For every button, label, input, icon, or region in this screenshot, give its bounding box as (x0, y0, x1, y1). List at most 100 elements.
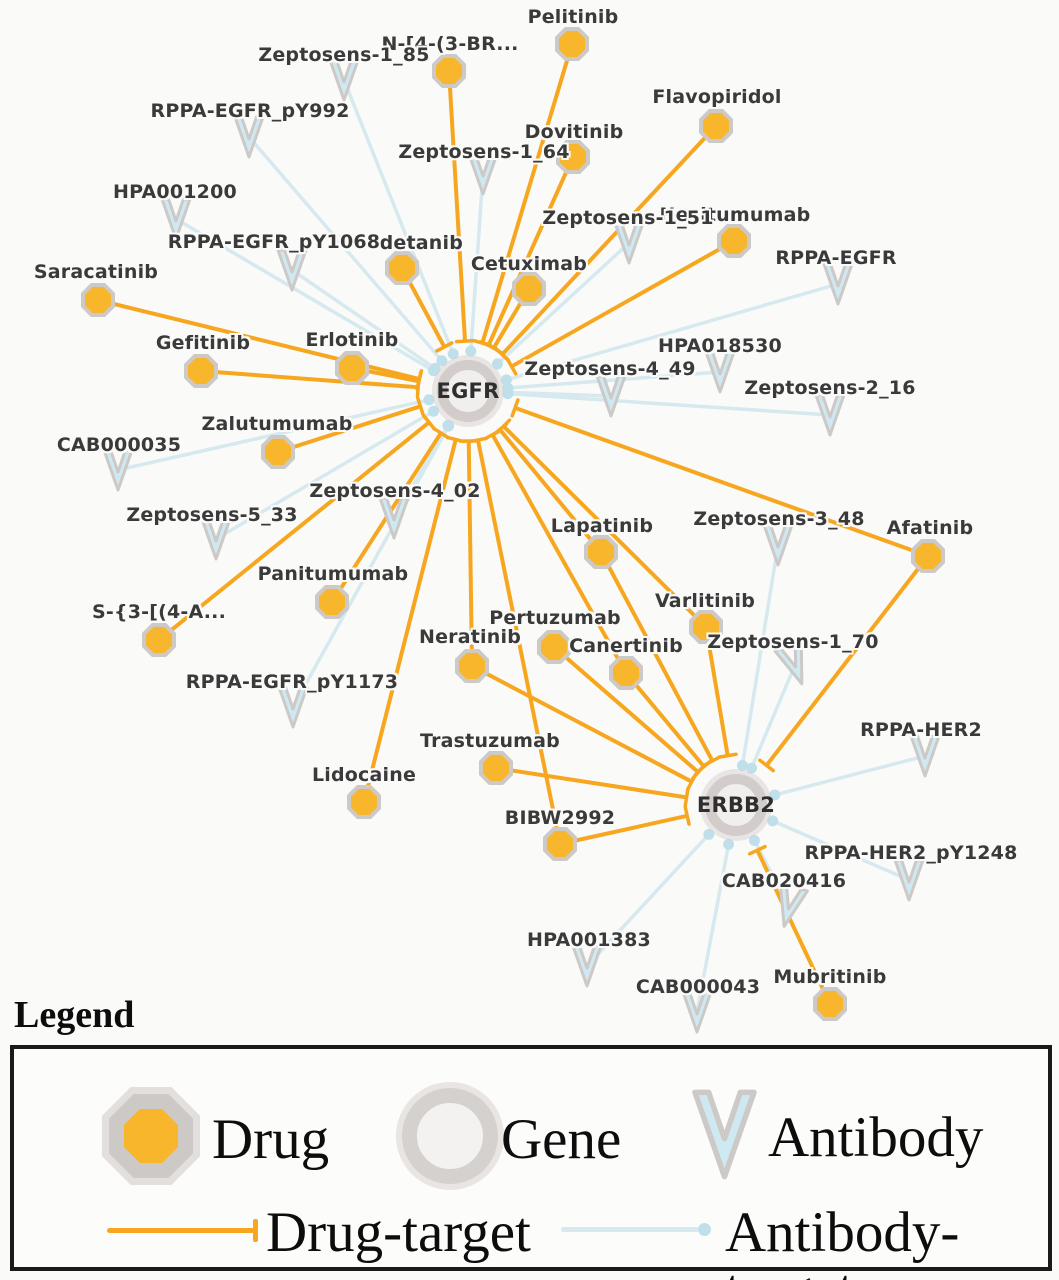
edge-dot-rppa_egfr (500, 374, 512, 386)
edge-tee-n4_3br (454, 338, 476, 344)
drug-node-gefitinib[interactable] (184, 354, 218, 388)
edge-dot-hpa001383 (703, 828, 715, 840)
edge-zeptosens_1_64-egfr (469, 173, 485, 352)
edge-tee-zalutumumab (416, 396, 425, 417)
edge-trastuzumab-erbb2 (495, 766, 687, 800)
antibody-node-zeptosens_4_49[interactable] (594, 373, 628, 419)
drug-node-afatinib[interactable] (911, 539, 945, 573)
edge-pelitinib-egfr (480, 43, 574, 344)
antibody-chevron-icon (814, 393, 846, 437)
edge-cab000035-egfr (117, 398, 430, 472)
legend-gene-icon (402, 1088, 498, 1184)
edge-s3_4a-egfr (157, 420, 431, 642)
antibody-chevron-icon (328, 58, 360, 102)
antibody-node-rppa_egfr_py1173[interactable] (276, 684, 310, 730)
edge-tee-bibw2992 (467, 436, 489, 444)
legend-antibody-label: Antibody (768, 1106, 984, 1169)
drug-node-bibw2992[interactable] (543, 827, 577, 861)
antibody-node-rppa_egfr_py992[interactable] (232, 114, 266, 160)
drug-node-dovitinib[interactable] (556, 140, 590, 174)
antibody-node-cab000035[interactable] (101, 447, 135, 493)
edge-neratinib-erbb2 (471, 664, 693, 784)
drug-node-varlitinib[interactable] (689, 610, 723, 644)
edge-tee-afatinib (510, 398, 520, 418)
drug-node-erlotinib[interactable] (335, 351, 369, 385)
edge-dot-rppa_egfr_py1173 (443, 420, 455, 432)
edge-tee-pertuzumab (690, 764, 706, 781)
edge-dot-rppa_her2_py1248 (767, 815, 779, 827)
edge-rppa_her2_py1248-erbb2 (772, 819, 910, 882)
edge-dot-zeptosens_1_70 (746, 762, 758, 774)
antibody-node-zeptosens_1_64[interactable] (466, 151, 500, 197)
edge-tee-trastuzumab (683, 787, 690, 808)
antibody-node-rppa_egfr[interactable] (821, 261, 855, 307)
antibody-node-rppa_her2[interactable] (908, 733, 942, 779)
antibody-node-rppa_egfr_py1068[interactable] (275, 247, 309, 293)
drug-node-pelitinib[interactable] (555, 27, 589, 61)
edge-tee-varlitinib (717, 752, 738, 759)
antibody-chevron-icon (681, 990, 713, 1034)
antibody-node-zeptosens_1_70[interactable] (771, 638, 819, 693)
antibody-node-cab000043[interactable] (680, 989, 714, 1035)
edge-saracatinib-egfr (97, 298, 420, 382)
drug-node-s3_4a[interactable] (142, 623, 176, 657)
antibody-chevron-icon (160, 197, 192, 241)
edge-zalutumumab-egfr (277, 404, 422, 454)
edge-rppa_egfr_py1068-egfr (291, 268, 437, 370)
edge-afatinib-erbb2 (764, 554, 930, 767)
antibody-node-zeptosens_5_33[interactable] (199, 516, 233, 562)
antibody-node-zeptosens_2_16[interactable] (813, 392, 847, 438)
gene-node-erbb2[interactable] (705, 774, 767, 836)
drug-node-zalutumumab[interactable] (261, 435, 295, 469)
antibody-node-hpa018530[interactable] (703, 349, 737, 395)
antibody-chevron-icon (467, 152, 499, 196)
drug-node-n4_3br[interactable] (432, 54, 466, 88)
legend-drug-label: Drug (212, 1108, 330, 1171)
legend-title: Legend (14, 994, 135, 1036)
drug-node-saracatinib[interactable] (81, 283, 115, 317)
drug-node-lapatinib[interactable] (584, 535, 618, 569)
drug-node-panitumumab[interactable] (315, 585, 349, 619)
edge-varlitinib-erbb2 (704, 626, 730, 757)
drug-node-trastuzumab[interactable] (479, 751, 513, 785)
edge-dot-rppa_egfr_py992 (436, 355, 448, 367)
drug-node-cetuximab[interactable] (512, 272, 546, 306)
drug-node-lidocaine[interactable] (347, 785, 381, 819)
edge-pertuzumab-erbb2 (552, 645, 700, 774)
antibody-chevron-icon (200, 517, 232, 561)
legend-antibody-target-label: Antibody-target (725, 1201, 960, 1280)
antibody-node-hpa001200[interactable] (159, 196, 193, 242)
edge-tee-necitumumab (505, 357, 518, 376)
drug-node-vandetanib[interactable] (385, 251, 419, 285)
edge-dot-cab000043 (723, 838, 735, 850)
antibody-node-rppa_her2_py1248[interactable] (892, 857, 926, 903)
drug-node-mubritinib[interactable] (813, 987, 847, 1021)
antibody-node-hpa001383[interactable] (570, 943, 604, 989)
legend-box: Drug Gene Antibody Drug-target Antibody-… (10, 1045, 1052, 1280)
edge-zeptosens_3_48-erbb2 (740, 544, 780, 766)
antibody-chevron-icon (102, 448, 134, 492)
antibody-node-zeptosens_3_48[interactable] (761, 522, 795, 568)
edge-rppa_egfr-egfr (505, 282, 839, 382)
edge-tee-bibw2992 (683, 805, 691, 826)
antibody-node-zeptosens_1_51[interactable] (612, 220, 646, 266)
edge-cab000043-erbb2 (695, 843, 731, 1013)
edge-zeptosens_5_33-egfr (215, 409, 435, 541)
legend-drug-target-label: Drug-target (266, 1201, 531, 1264)
drug-node-canertinib[interactable] (609, 656, 643, 690)
drug-node-neratinib[interactable] (455, 649, 489, 683)
edge-lapatinib-egfr (498, 428, 603, 554)
antibody-node-zeptosens_4_02[interactable] (377, 495, 411, 541)
gene-node-egfr[interactable] (437, 360, 499, 422)
legend-drug-icon (102, 1087, 200, 1185)
legend-antibody-icon (692, 1089, 757, 1180)
antibody-chevron-icon (378, 496, 410, 540)
antibody-node-zeptosens_1_85[interactable] (327, 57, 361, 103)
antibody-chevron-icon (822, 262, 854, 306)
drug-node-pertuzumab[interactable] (537, 630, 571, 664)
drug-node-necitumumab[interactable] (717, 224, 751, 258)
drug-node-flavopiridol[interactable] (699, 109, 733, 143)
edge-canertinib-erbb2 (624, 671, 706, 768)
edge-dot-cab020416 (748, 834, 760, 846)
antibody-node-cab020416[interactable] (767, 881, 811, 934)
